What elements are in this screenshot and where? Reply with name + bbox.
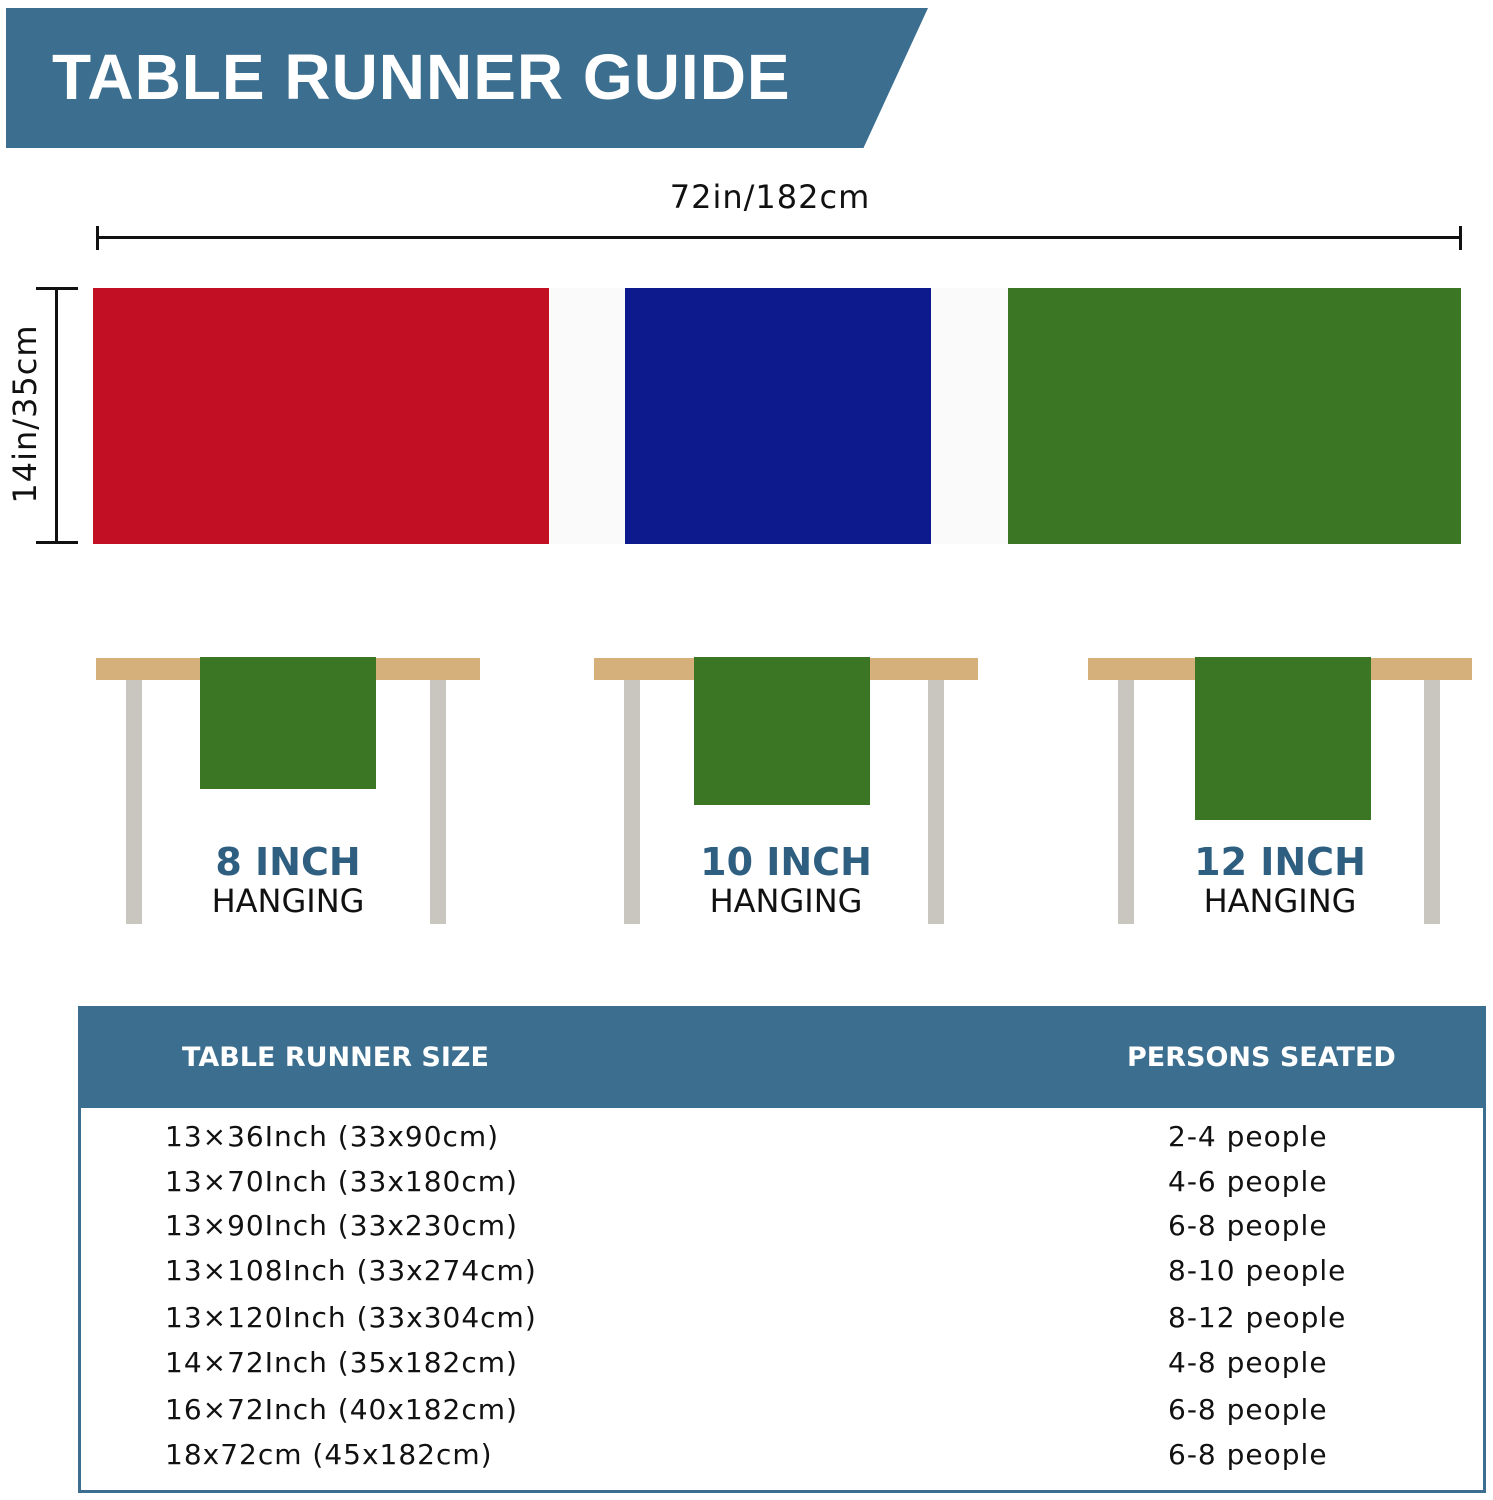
hanging-diagram-10: 10 INCH HANGING [594, 657, 978, 1058]
table-leg [928, 680, 944, 924]
size-cell: 13×120Inch (33x304cm) [165, 1301, 537, 1334]
runner-drape [200, 657, 376, 789]
width-tick-bottom [36, 541, 78, 544]
header-size: TABLE RUNNER SIZE [182, 1042, 489, 1073]
runner-blue-panel [625, 288, 931, 544]
size-table: TABLE RUNNER SIZE PERSONS SEATED 13×36In… [78, 1006, 1486, 1493]
hanging-label: HANGING [211, 882, 365, 920]
table-row: 18x72cm (45x182cm) 6-8 people [81, 1438, 1483, 1478]
size-cell: 13×90Inch (33x230cm) [165, 1209, 518, 1242]
table-leg [1118, 680, 1134, 924]
page-title: TABLE RUNNER GUIDE [52, 41, 791, 113]
runner-white-panel [931, 288, 1008, 544]
persons-cell: 8-12 people [1168, 1301, 1347, 1334]
table-row: 13×120Inch (33x304cm) 8-12 people [81, 1301, 1483, 1341]
size-cell: 14×72Inch (35x182cm) [165, 1346, 518, 1379]
table-row: 13×70Inch (33x180cm) 4-6 people [81, 1165, 1483, 1205]
table-leg [430, 680, 446, 924]
title-banner [6, 8, 928, 148]
persons-cell: 4-6 people [1168, 1165, 1328, 1198]
size-cell: 13×36Inch (33x90cm) [165, 1120, 500, 1153]
size-cell: 13×108Inch (33x274cm) [165, 1254, 537, 1287]
table-row: 13×36Inch (33x90cm) 2-4 people [81, 1120, 1483, 1160]
table-row: 13×90Inch (33x230cm) 6-8 people [81, 1209, 1483, 1249]
runner-white-panel [549, 288, 625, 544]
persons-cell: 6-8 people [1168, 1438, 1328, 1471]
width-label: 14in/35cm [6, 324, 44, 504]
hanging-label: HANGING [1203, 882, 1357, 920]
table-leg [1424, 680, 1440, 924]
table-row: 14×72Inch (35x182cm) 4-8 people [81, 1346, 1483, 1386]
runner-red-panel [93, 288, 549, 544]
size-cell: 16×72Inch (40x182cm) [165, 1393, 518, 1426]
hanging-size: 12 INCH [1194, 840, 1366, 884]
length-label: 72in/182cm [669, 178, 871, 216]
hanging-diagram-12: 12 INCH HANGING [1088, 657, 1472, 1058]
length-tick-right [1459, 226, 1462, 250]
table-row: 13×108Inch (33x274cm) 8-10 people [81, 1254, 1483, 1294]
runner-drape [1195, 657, 1371, 820]
persons-cell: 4-8 people [1168, 1346, 1328, 1379]
hanging-size: 10 INCH [700, 840, 872, 884]
size-cell: 13×70Inch (33x180cm) [165, 1165, 518, 1198]
header-persons: PERSONS SEATED [1127, 1042, 1396, 1073]
width-dimension-line [55, 288, 58, 544]
table-row: 16×72Inch (40x182cm) 6-8 people [81, 1393, 1483, 1433]
table-leg [624, 680, 640, 924]
length-tick-left [96, 226, 99, 250]
persons-cell: 2-4 people [1168, 1120, 1328, 1153]
length-dimension-line [97, 236, 1461, 239]
size-cell: 18x72cm (45x182cm) [165, 1438, 493, 1471]
table-header: TABLE RUNNER SIZE PERSONS SEATED [81, 1006, 1483, 1108]
persons-cell: 6-8 people [1168, 1393, 1328, 1426]
table-leg [126, 680, 142, 924]
persons-cell: 8-10 people [1168, 1254, 1347, 1287]
hanging-size: 8 INCH [215, 840, 361, 884]
runner-drape [694, 657, 870, 805]
persons-cell: 6-8 people [1168, 1209, 1328, 1242]
hanging-diagram-8: 8 INCH HANGING [96, 657, 480, 1058]
runner-green-panel [1008, 288, 1461, 544]
hanging-label: HANGING [709, 882, 863, 920]
width-tick-top [36, 287, 78, 290]
